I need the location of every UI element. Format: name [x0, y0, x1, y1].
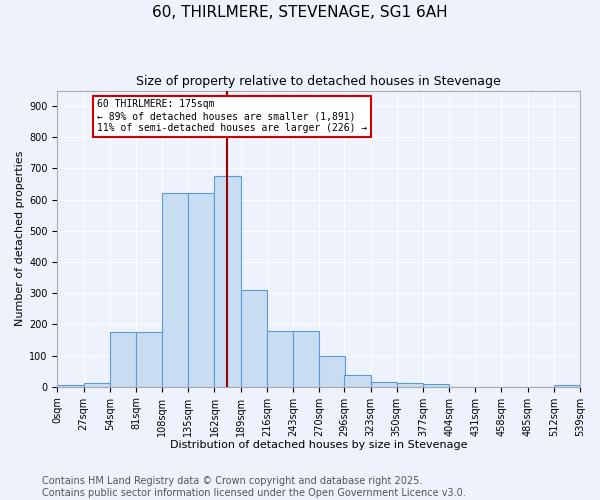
- Bar: [423, 384, 449, 386]
- Text: Contains HM Land Registry data © Crown copyright and database right 2025.
Contai: Contains HM Land Registry data © Crown c…: [42, 476, 466, 498]
- Bar: [319, 356, 346, 386]
- Bar: [371, 382, 397, 386]
- X-axis label: Distribution of detached houses by size in Stevenage: Distribution of detached houses by size …: [170, 440, 467, 450]
- Title: Size of property relative to detached houses in Stevenage: Size of property relative to detached ho…: [136, 75, 501, 88]
- Bar: [136, 332, 162, 386]
- Bar: [267, 330, 293, 386]
- Text: 60, THIRLMERE, STEVENAGE, SG1 6AH: 60, THIRLMERE, STEVENAGE, SG1 6AH: [152, 5, 448, 20]
- Bar: [554, 385, 580, 386]
- Bar: [162, 194, 188, 386]
- Bar: [83, 382, 110, 386]
- Bar: [241, 290, 267, 386]
- Bar: [188, 194, 214, 386]
- Bar: [214, 176, 241, 386]
- Bar: [397, 383, 423, 386]
- Y-axis label: Number of detached properties: Number of detached properties: [15, 151, 25, 326]
- Text: 60 THIRLMERE: 175sqm
← 89% of detached houses are smaller (1,891)
11% of semi-de: 60 THIRLMERE: 175sqm ← 89% of detached h…: [97, 100, 367, 132]
- Bar: [110, 332, 136, 386]
- Bar: [58, 384, 83, 386]
- Bar: [344, 375, 371, 386]
- Bar: [293, 330, 319, 386]
